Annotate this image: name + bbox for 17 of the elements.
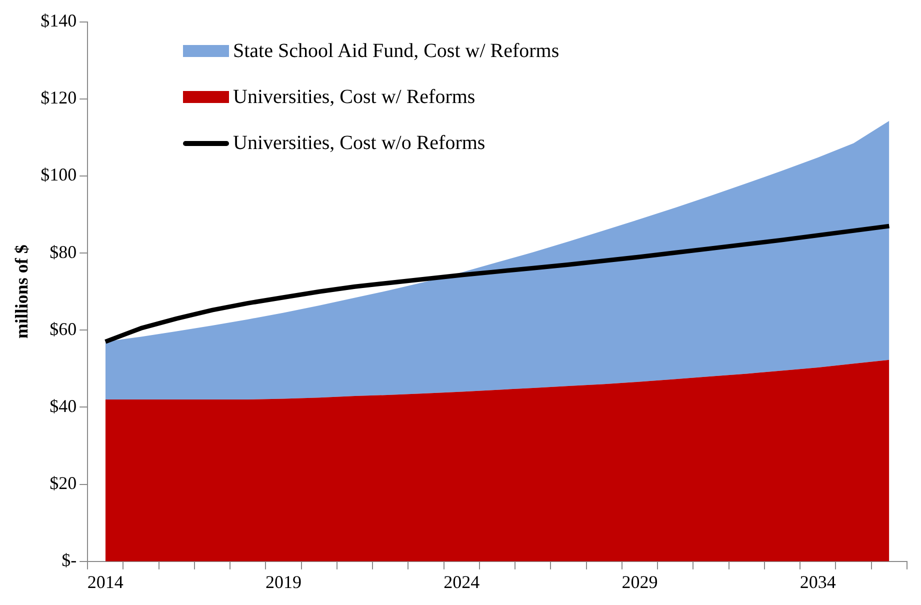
y-axis-title: millions of $ [11,244,32,339]
x-tick-label: 2024 [444,572,480,592]
legend-label: State School Aid Fund, Cost w/ Reforms [233,40,560,62]
x-tick-label: 2014 [87,572,124,592]
y-tick-label: $20 [50,473,77,494]
y-tick-label: $100 [40,164,77,185]
x-tick-label: 2019 [266,572,302,592]
legend-label: Universities, Cost w/o Reforms [233,132,486,154]
y-tick-label: $80 [50,242,77,262]
x-tick-label: 2034 [800,572,836,592]
y-tick-label: $140 [40,10,77,31]
y-tick-label: $- [62,550,77,570]
x-tick-label: 2029 [622,572,658,592]
legend-label: Universities, Cost w/ Reforms [233,86,476,108]
y-tick-label: $60 [50,318,77,339]
y-tick-label: $40 [50,396,77,416]
y-tick-label: $120 [40,88,77,108]
